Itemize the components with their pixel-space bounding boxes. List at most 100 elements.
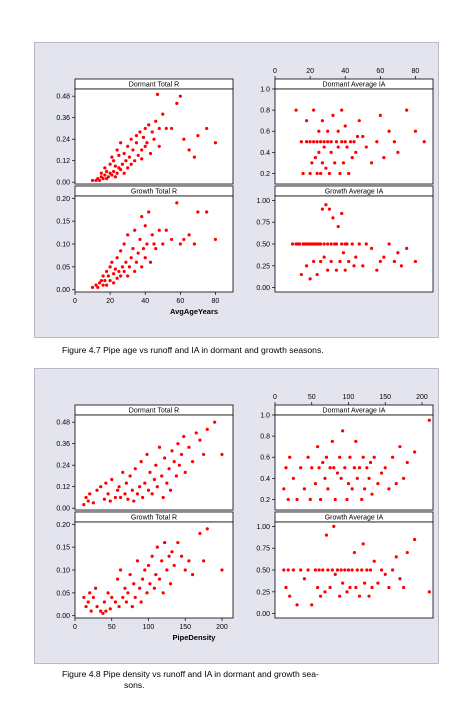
data-point <box>145 452 149 457</box>
data-point <box>131 246 135 251</box>
data-point <box>182 434 186 439</box>
data-point <box>145 242 149 246</box>
x-tick-label-bottom: 60 <box>176 298 184 305</box>
data-point <box>113 164 117 168</box>
data-point <box>365 466 369 470</box>
data-point <box>318 497 323 502</box>
data-point <box>165 568 169 572</box>
data-point <box>126 233 130 237</box>
data-point <box>146 488 151 492</box>
data-point <box>413 450 417 454</box>
panel-title: Growth Total R <box>131 515 177 522</box>
data-point <box>112 159 116 163</box>
data-point <box>163 540 167 545</box>
data-point <box>106 492 110 496</box>
data-point <box>115 256 119 260</box>
data-point <box>367 476 371 480</box>
y-tick-label: 0.24 <box>56 463 70 470</box>
data-point <box>299 568 303 572</box>
data-point <box>340 211 344 216</box>
data-point <box>167 554 171 558</box>
data-point <box>192 155 196 159</box>
data-point <box>152 242 156 246</box>
data-point <box>367 594 371 598</box>
data-point <box>318 594 323 598</box>
data-point <box>286 497 290 502</box>
data-point <box>110 477 114 482</box>
data-point <box>363 487 367 491</box>
data-point <box>322 242 326 246</box>
data-point <box>161 112 165 116</box>
data-point <box>124 260 128 264</box>
data-point <box>91 595 95 600</box>
data-point <box>112 272 116 276</box>
y-tick-label: 0.36 <box>56 441 70 448</box>
y-tick-label: 0.15 <box>56 545 70 552</box>
data-point <box>202 559 206 563</box>
panel-plot-area <box>74 521 234 619</box>
data-point <box>348 585 352 590</box>
data-point <box>132 499 136 503</box>
data-point <box>316 445 320 449</box>
data-point <box>127 155 132 159</box>
data-point <box>320 207 324 211</box>
data-point <box>170 550 174 554</box>
x-tick-label-bottom: 80 <box>212 298 220 305</box>
data-point <box>387 487 391 491</box>
data-point <box>352 264 356 268</box>
x-tick-label-top: 80 <box>412 68 420 75</box>
data-point <box>382 156 386 160</box>
y-tick-label: 0.12 <box>56 484 70 491</box>
data-point <box>413 259 418 264</box>
data-point <box>108 265 112 269</box>
data-point <box>129 256 133 260</box>
data-point <box>101 177 105 181</box>
data-point <box>338 171 342 176</box>
data-point <box>175 101 179 105</box>
data-point <box>291 476 295 480</box>
data-point <box>138 237 142 242</box>
data-point <box>327 171 332 176</box>
data-point <box>179 452 184 457</box>
data-point <box>155 545 159 549</box>
panel-title: Dormant Total R <box>129 408 179 415</box>
y-tick-label: 0.8 <box>260 434 270 441</box>
panel-title: Growth Average IA <box>325 515 384 522</box>
data-point <box>326 568 330 572</box>
panel-dormant-total-r: Dormant Total R 0.48 0.36 0.24 0.12 0.00 <box>56 78 234 187</box>
x-tick-label-top: 20 <box>306 68 314 75</box>
data-point <box>102 600 106 604</box>
x-tick-label-top: 0 <box>273 68 277 75</box>
y-tick-label: 0.4 <box>260 150 270 157</box>
x-tick-label-bottom: 50 <box>108 624 116 631</box>
data-point <box>335 471 340 475</box>
data-point <box>119 168 123 172</box>
data-point <box>343 124 347 128</box>
data-point <box>187 559 191 563</box>
y-tick-label: 0.05 <box>56 264 70 271</box>
x-tick-label-bottom: 100 <box>143 624 155 631</box>
data-point <box>175 201 179 205</box>
data-point <box>369 161 374 165</box>
data-point <box>213 237 218 242</box>
data-point <box>174 474 179 478</box>
data-point <box>141 246 146 251</box>
x-tick-label-top: 0 <box>273 394 277 401</box>
data-point <box>141 135 146 139</box>
data-point <box>143 126 147 131</box>
data-point <box>333 497 337 502</box>
data-point <box>150 233 154 237</box>
y-tick-label: 0.6 <box>260 129 270 136</box>
data-point <box>288 455 292 459</box>
data-point <box>343 140 347 144</box>
data-point <box>108 607 112 611</box>
y-tick-label: 0.00 <box>256 285 270 292</box>
data-point <box>422 140 426 144</box>
data-point <box>321 460 325 465</box>
data-point <box>129 162 133 166</box>
data-point <box>115 276 119 280</box>
y-tick-label: 0.75 <box>256 220 270 227</box>
data-point <box>302 577 306 581</box>
data-point <box>99 171 103 175</box>
panel-dormant-average-ia: Dormant Average IA 1.0 0.8 0.6 0.4 0.2 <box>260 404 434 511</box>
